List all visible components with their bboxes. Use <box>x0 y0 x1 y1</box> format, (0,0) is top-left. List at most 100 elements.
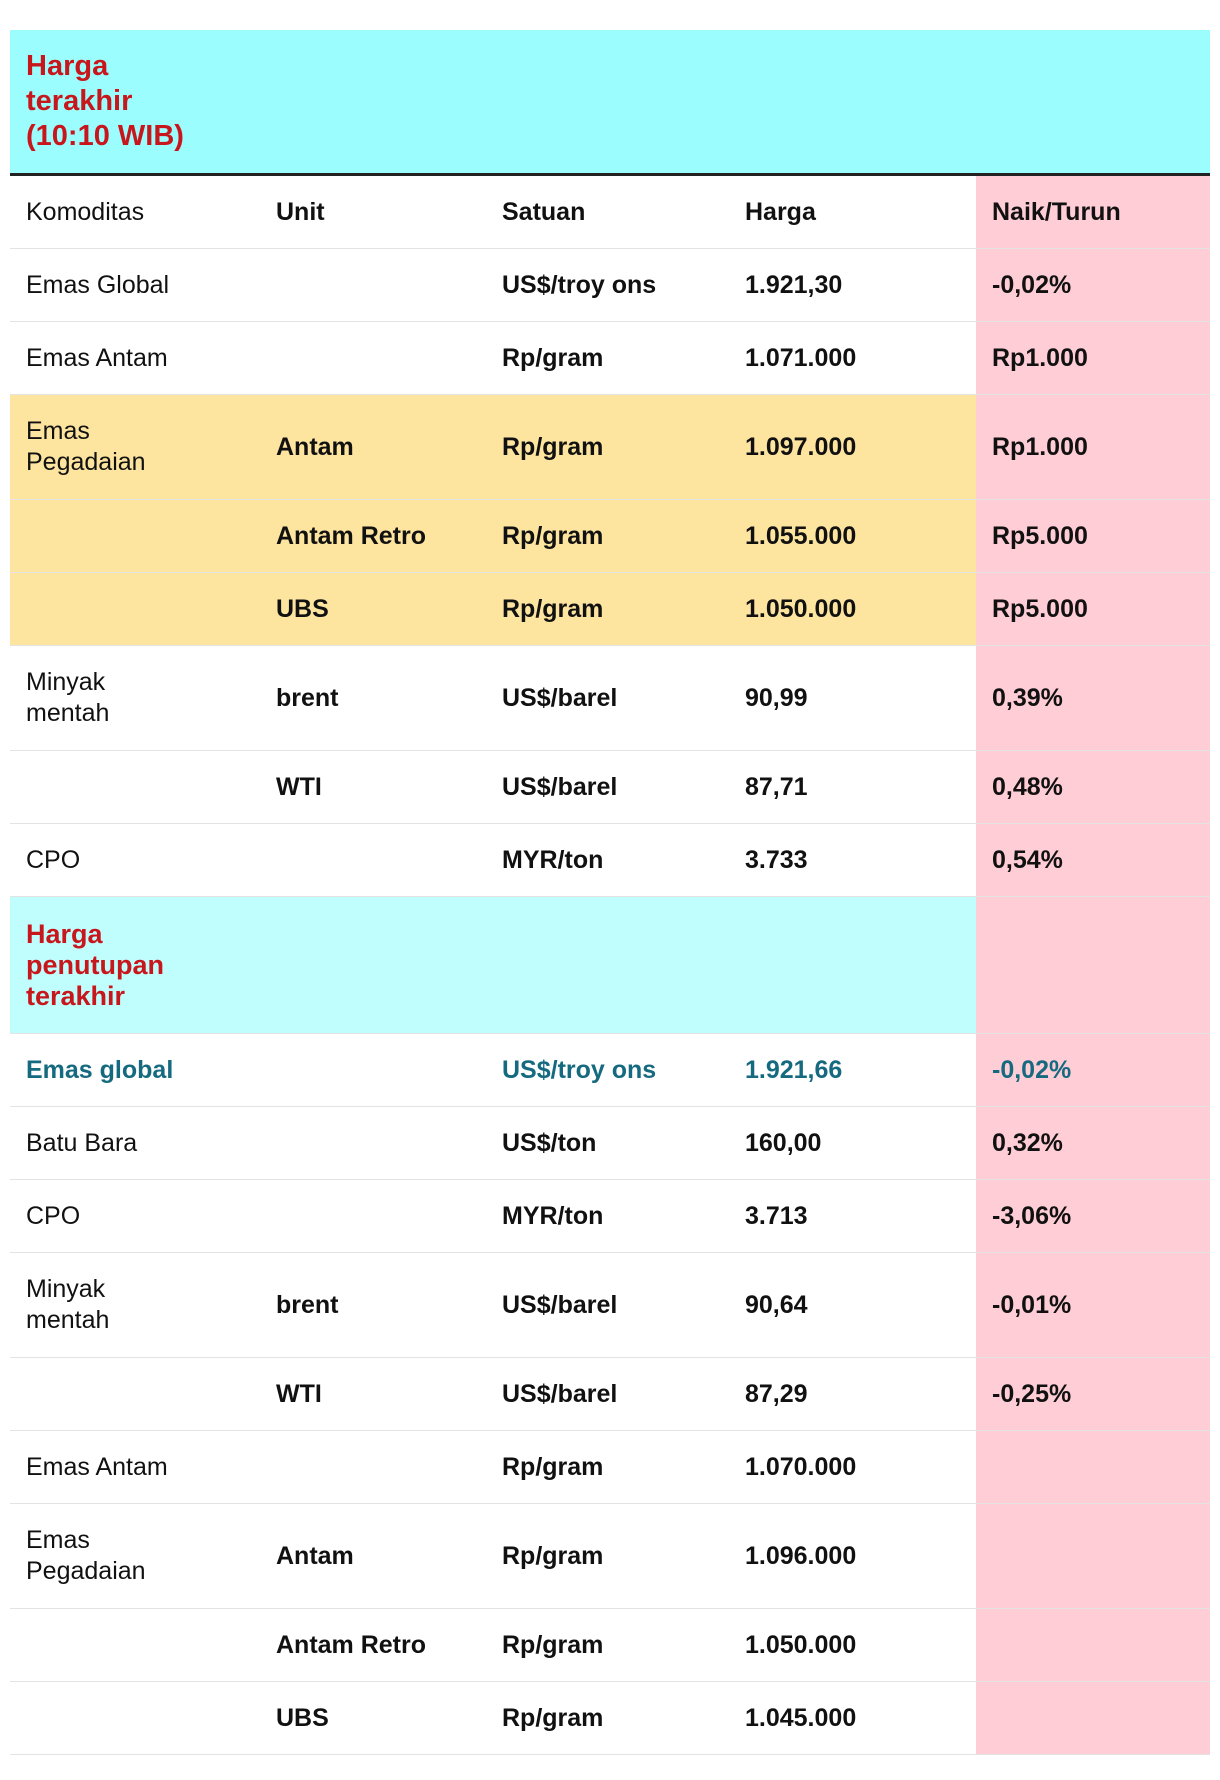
cell-unit: brent <box>260 645 486 751</box>
cell-satuan: Rp/gram <box>486 1681 729 1755</box>
table-row: WTI US$/barel 87,29 -0,25% <box>10 1357 1211 1431</box>
cell-harga: 1.071.000 <box>729 321 976 395</box>
cell-satuan: Rp/gram <box>486 499 729 573</box>
cell-unit: UBS <box>260 1681 486 1755</box>
cell-unit <box>260 823 486 897</box>
cell-unit <box>260 1033 486 1107</box>
cell-satuan: Rp/gram <box>486 1503 729 1609</box>
cell-unit: Antam <box>260 1503 486 1609</box>
cell-harga: 90,99 <box>729 645 976 751</box>
cell-change: -0,02% <box>976 248 1211 322</box>
cell-harga: 1.097.000 <box>729 394 976 500</box>
cell-satuan: US$/barel <box>486 1252 729 1358</box>
table-row: Emas Antam Rp/gram 1.071.000 Rp1.000 <box>10 321 1211 395</box>
header-satuan: Satuan <box>486 174 729 249</box>
cell-change: 0,32% <box>976 1106 1211 1180</box>
table-row-highlight: Antam Retro Rp/gram 1.055.000 Rp5.000 <box>10 499 1211 573</box>
cell-change: Rp1.000 <box>976 321 1211 395</box>
cell-unit <box>260 321 486 395</box>
cell-unit: UBS <box>260 572 486 646</box>
cell-change <box>976 1503 1211 1609</box>
cell-komoditas: CPO <box>10 823 260 897</box>
cell-harga: 1.096.000 <box>729 1503 976 1609</box>
cell-harga: 90,64 <box>729 1252 976 1358</box>
cell-komoditas: Emas Antam <box>10 321 260 395</box>
table-row-highlight: UBS Rp/gram 1.050.000 Rp5.000 <box>10 572 1211 646</box>
cell-harga: 1.921,30 <box>729 248 976 322</box>
cell-komoditas: Emas global <box>10 1033 260 1107</box>
table-row: CPO MYR/ton 3.713 -3,06% <box>10 1179 1211 1253</box>
table-row: WTI US$/barel 87,71 0,48% <box>10 750 1211 824</box>
cell-harga: 1.070.000 <box>729 1430 976 1504</box>
cell-unit: Antam <box>260 394 486 500</box>
cell-harga: 1.050.000 <box>729 1608 976 1682</box>
table-row: Minyak mentah brent US$/barel 90,99 0,39… <box>10 645 1211 751</box>
cell-satuan: US$/ton <box>486 1106 729 1180</box>
closing-title-change-cell <box>976 896 1211 1034</box>
cell-change: 0,39% <box>976 645 1211 751</box>
cell-unit <box>260 1106 486 1180</box>
cell-change: -0,25% <box>976 1357 1211 1431</box>
table-header-row: Komoditas Unit Satuan Harga Naik/Turun <box>10 174 1211 249</box>
cell-change <box>976 1681 1211 1755</box>
cell-satuan: US$/barel <box>486 645 729 751</box>
table-row: CPO MYR/ton 3.733 0,54% <box>10 823 1211 897</box>
cell-komoditas: Minyak mentah <box>10 645 260 751</box>
cell-komoditas <box>10 1357 260 1431</box>
table-row-emphasis: Emas global US$/troy ons 1.921,66 -0,02% <box>10 1033 1211 1107</box>
cell-unit <box>260 1430 486 1504</box>
table-row: Emas Antam Rp/gram 1.070.000 <box>10 1430 1211 1504</box>
cell-unit <box>260 248 486 322</box>
latest-price-title-row: Harga terakhir (10:10 WIB) <box>10 30 1211 176</box>
cell-harga: 3.713 <box>729 1179 976 1253</box>
table-row: Antam Retro Rp/gram 1.050.000 <box>10 1608 1211 1682</box>
cell-change: Rp1.000 <box>976 394 1211 500</box>
cell-komoditas: CPO <box>10 1179 260 1253</box>
cell-harga: 87,71 <box>729 750 976 824</box>
cell-komoditas <box>10 572 260 646</box>
cell-harga: 1.055.000 <box>729 499 976 573</box>
cell-satuan: US$/troy ons <box>486 1033 729 1107</box>
closing-price-title: Harga penutupan terakhir <box>10 896 976 1034</box>
header-harga: Harga <box>729 174 976 249</box>
cell-satuan: US$/barel <box>486 1357 729 1431</box>
cell-komoditas: Emas Pegadaian <box>10 1503 260 1609</box>
cell-harga: 87,29 <box>729 1357 976 1431</box>
cell-satuan: MYR/ton <box>486 1179 729 1253</box>
cell-satuan: Rp/gram <box>486 572 729 646</box>
cell-komoditas <box>10 499 260 573</box>
cell-harga: 3.733 <box>729 823 976 897</box>
cell-change <box>976 1430 1211 1504</box>
cell-change: -0,01% <box>976 1252 1211 1358</box>
cell-unit: Antam Retro <box>260 499 486 573</box>
cell-change <box>976 1608 1211 1682</box>
commodity-price-table: Harga terakhir (10:10 WIB) Komoditas Uni… <box>10 30 1211 1755</box>
cell-satuan: Rp/gram <box>486 1608 729 1682</box>
closing-price-title-row: Harga penutupan terakhir <box>10 896 1211 1034</box>
table-row-highlight: Emas Pegadaian Antam Rp/gram 1.097.000 R… <box>10 394 1211 500</box>
cell-harga: 1.050.000 <box>729 572 976 646</box>
cell-komoditas: Minyak mentah <box>10 1252 260 1358</box>
cell-komoditas <box>10 1681 260 1755</box>
cell-change: Rp5.000 <box>976 572 1211 646</box>
cell-unit <box>260 1179 486 1253</box>
cell-harga: 1.921,66 <box>729 1033 976 1107</box>
cell-komoditas: Emas Antam <box>10 1430 260 1504</box>
header-naik-turun: Naik/Turun <box>976 174 1211 249</box>
cell-satuan: Rp/gram <box>486 394 729 500</box>
cell-unit: brent <box>260 1252 486 1358</box>
cell-harga: 1.045.000 <box>729 1681 976 1755</box>
header-unit: Unit <box>260 174 486 249</box>
cell-satuan: US$/troy ons <box>486 248 729 322</box>
cell-change: -0,02% <box>976 1033 1211 1107</box>
cell-harga: 160,00 <box>729 1106 976 1180</box>
latest-price-title: Harga terakhir (10:10 WIB) <box>10 30 1211 176</box>
table-row: Batu Bara US$/ton 160,00 0,32% <box>10 1106 1211 1180</box>
cell-change: 0,54% <box>976 823 1211 897</box>
cell-satuan: Rp/gram <box>486 321 729 395</box>
header-komoditas: Komoditas <box>10 174 260 249</box>
cell-komoditas: Emas Pegadaian <box>10 394 260 500</box>
cell-unit: Antam Retro <box>260 1608 486 1682</box>
cell-komoditas <box>10 750 260 824</box>
table-row: UBS Rp/gram 1.045.000 <box>10 1681 1211 1755</box>
